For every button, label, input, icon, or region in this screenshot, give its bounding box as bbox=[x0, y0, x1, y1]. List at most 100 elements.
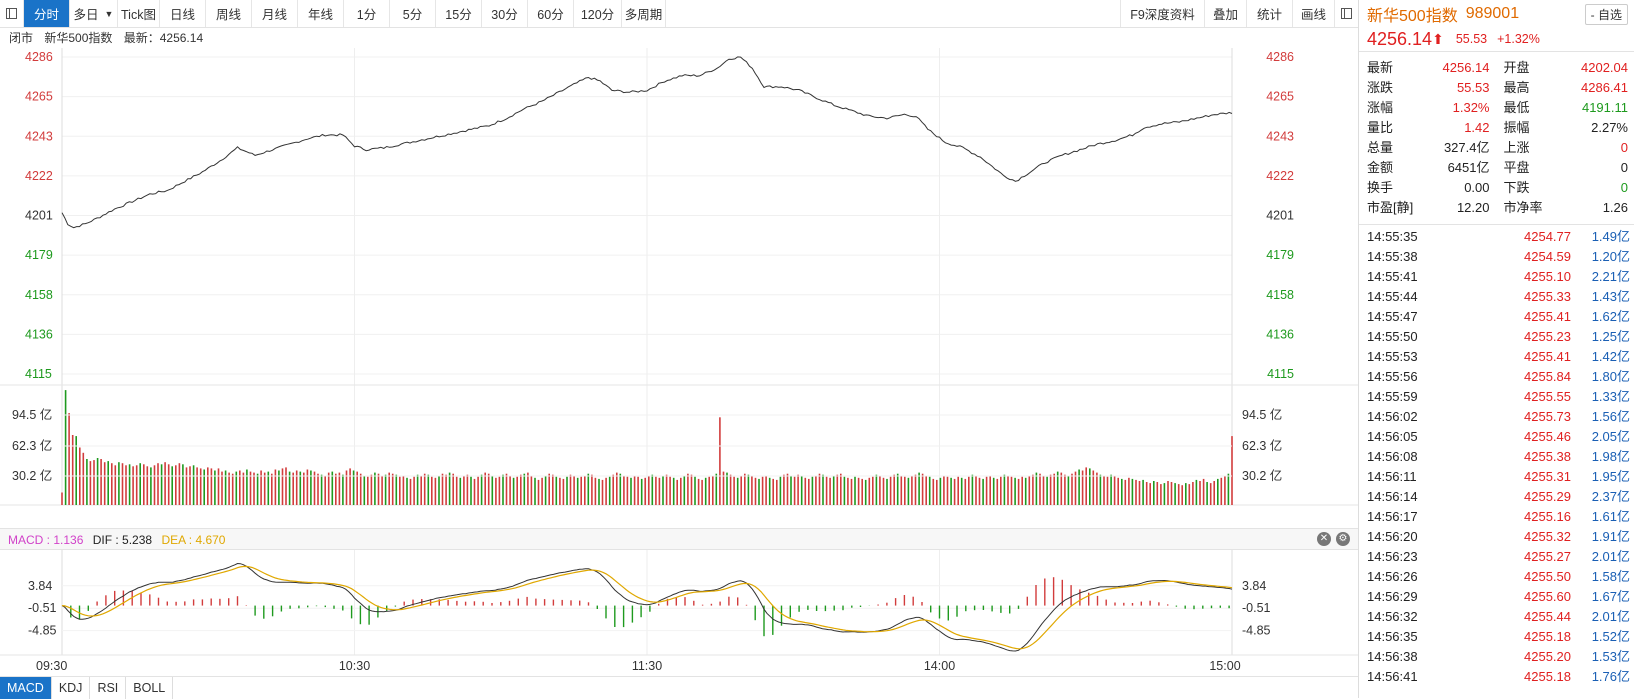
tab-kdj[interactable]: KDJ bbox=[52, 677, 91, 699]
list-item: 14:56:08 4255.38 1.98亿 bbox=[1367, 449, 1630, 464]
price-change-pct: +1.32% bbox=[1497, 32, 1540, 46]
price-change: 55.53 bbox=[1455, 32, 1488, 46]
tab-period-9[interactable]: 15分 bbox=[436, 0, 482, 27]
tab-period-0[interactable]: 分时 bbox=[24, 0, 70, 27]
time-axis-label: 15:00 bbox=[1209, 659, 1240, 673]
add-watchlist-button[interactable]: - 自选 bbox=[1584, 4, 1628, 25]
y-left-label: 4179 bbox=[25, 248, 53, 262]
list-item: 14:56:17 4255.16 1.61亿 bbox=[1367, 509, 1630, 524]
y-left-label: 4201 bbox=[25, 209, 53, 223]
macd-axis-label: 3.84 bbox=[28, 579, 52, 593]
time-axis-label: 11:30 bbox=[632, 659, 662, 673]
list-item: 14:56:11 4255.31 1.95亿 bbox=[1367, 469, 1630, 484]
list-item: 14:55:59 4255.55 1.33亿 bbox=[1367, 389, 1630, 404]
price-line bbox=[61, 56, 1233, 229]
intraday-chart[interactable]: 4286 4286 4265 4265 4243 4243 4222 4222 4201 4201… bbox=[0, 48, 1358, 528]
time-axis-label: 14:00 bbox=[924, 659, 955, 673]
list-item: 14:56:23 4255.27 2.01亿 bbox=[1367, 549, 1630, 564]
tab-period-1[interactable]: 多日 ▼ bbox=[70, 0, 118, 27]
index-name: 新华500指数 bbox=[44, 31, 113, 45]
tab-period-10[interactable]: 30分 bbox=[482, 0, 528, 27]
tab-period-13[interactable]: 多周期 bbox=[622, 0, 666, 27]
list-item: 14:55:38 4254.59 1.20亿 bbox=[1367, 249, 1630, 264]
list-item: 14:56:26 4255.50 1.58亿 bbox=[1367, 569, 1630, 584]
time-axis-label: 10:30 bbox=[339, 659, 370, 673]
macd-axis-label: -0.51 bbox=[1242, 601, 1271, 615]
list-item: 14:56:14 4255.29 2.37亿 bbox=[1367, 489, 1630, 504]
y-left-label: 4243 bbox=[25, 129, 53, 143]
y-left-label: 4115 bbox=[25, 367, 52, 381]
y-left-label: 4286 bbox=[25, 50, 53, 64]
quote-index-name: 新华500指数 bbox=[1367, 7, 1458, 25]
volume-axis-label: 30.2 亿 bbox=[12, 468, 52, 483]
volume-axis-label: 94.5 亿 bbox=[1242, 407, 1282, 422]
macd-legend: MACD : 1.136 DIF : 5.238 DEA : 4.670 ✕ ⚙ bbox=[0, 528, 1358, 550]
y-left-label: 4265 bbox=[25, 90, 53, 104]
tab-period-11[interactable]: 60分 bbox=[528, 0, 574, 27]
macd-value: MACD : 1.136 bbox=[8, 533, 84, 547]
tool-buttons: F9深度资料 叠加 统计 画线 bbox=[1120, 0, 1358, 27]
quote-panel: 新华500指数 989001 - 自选 4256.14 ⬆ 55.53 +1.3… bbox=[1358, 0, 1634, 698]
tab-rsi[interactable]: RSI bbox=[90, 677, 127, 699]
chart-info-bar: 闭市 新华500指数 最新：4256.14 bbox=[0, 28, 1358, 48]
settings-gear-icon[interactable]: ⚙ bbox=[1336, 532, 1350, 546]
period-toolbar: 分时 多日 ▼ Tick图 日线 周线 月线 年线 1分 5分 15分 30分 60分 120分 多周期 F… bbox=[0, 0, 1358, 28]
tab-period-12[interactable]: 120分 bbox=[574, 0, 622, 27]
list-item: 14:55:44 4255.33 1.43亿 bbox=[1367, 289, 1630, 304]
y-right-label: 4243 bbox=[1266, 129, 1294, 143]
current-price: 4256.14 bbox=[1367, 28, 1433, 49]
tab-macd[interactable]: MACD bbox=[0, 677, 52, 699]
tool-button-2[interactable]: 统计 bbox=[1246, 0, 1292, 27]
y-left-label: 4222 bbox=[25, 169, 53, 183]
macd-axis-label: -0.51 bbox=[28, 601, 57, 615]
right-panel-toggle-icon[interactable] bbox=[1334, 0, 1358, 27]
list-item: 14:55:41 4255.10 2.21亿 bbox=[1367, 269, 1630, 284]
dea-line bbox=[61, 565, 1233, 650]
y-right-label: 4158 bbox=[1266, 288, 1294, 302]
volume-axis-label: 62.3 亿 bbox=[1242, 438, 1282, 453]
tab-period-2[interactable]: Tick图 bbox=[118, 0, 160, 27]
indicator-tabs: MACD KDJ RSI BOLL bbox=[0, 676, 1358, 699]
tab-period-4[interactable]: 周线 bbox=[206, 0, 252, 27]
macd-axis-label: -4.85 bbox=[1242, 624, 1271, 638]
quote-header: 新华500指数 989001 - 自选 bbox=[1359, 0, 1634, 27]
close-indicator-icon[interactable]: ✕ bbox=[1317, 532, 1331, 546]
tool-button-0[interactable]: F9深度资料 bbox=[1120, 0, 1204, 27]
list-item: 14:56:35 4255.18 1.52亿 bbox=[1367, 629, 1630, 644]
dif-line bbox=[61, 562, 1233, 652]
tab-period-3[interactable]: 日线 bbox=[160, 0, 206, 27]
latest-price: 最新：4256.14 bbox=[123, 31, 204, 45]
list-item: 14:56:41 4255.18 1.76亿 bbox=[1367, 669, 1630, 684]
market-status: 闭市 bbox=[9, 31, 34, 45]
list-item: 14:56:29 4255.60 1.67亿 bbox=[1367, 589, 1630, 604]
list-item: 14:55:53 4255.41 1.42亿 bbox=[1367, 349, 1630, 364]
tab-boll[interactable]: BOLL bbox=[126, 677, 174, 699]
dea-value: DEA : 4.670 bbox=[161, 533, 226, 547]
dropdown-arrow-icon: ▼ bbox=[104, 8, 114, 19]
list-item: 14:56:32 4255.44 2.01亿 bbox=[1367, 609, 1630, 624]
time-axis-label: 09:30 bbox=[36, 659, 67, 673]
macd-chart[interactable]: 3.84 3.84 -0.51 -0.51 -4.85 -4.85 09:30 10:30 11… bbox=[0, 550, 1358, 676]
tab-period-7[interactable]: 1分 bbox=[344, 0, 390, 27]
y-right-label: 4201 bbox=[1266, 209, 1294, 223]
up-arrow-icon: ⬆ bbox=[1432, 30, 1444, 47]
left-panel-toggle-icon[interactable] bbox=[0, 0, 24, 27]
macd-axis-label: 3.84 bbox=[1242, 579, 1266, 593]
tool-button-1[interactable]: 叠加 bbox=[1204, 0, 1246, 27]
tab-period-6[interactable]: 年线 bbox=[298, 0, 344, 27]
y-right-label: 4115 bbox=[1267, 367, 1294, 381]
list-item: 14:55:50 4255.23 1.25亿 bbox=[1367, 329, 1630, 344]
volume-axis-label: 94.5 亿 bbox=[12, 407, 52, 422]
quote-price-row: 4256.14 ⬆ 55.53 +1.32% bbox=[1359, 27, 1634, 52]
tab-period-8[interactable]: 5分 bbox=[390, 0, 436, 27]
tab-period-5[interactable]: 月线 bbox=[252, 0, 298, 27]
list-item: 14:56:20 4255.32 1.91亿 bbox=[1367, 529, 1630, 544]
volume-axis-label: 62.3 亿 bbox=[12, 438, 52, 453]
macd-axis-label: -4.85 bbox=[28, 624, 57, 638]
quote-index-code: 989001 bbox=[1465, 4, 1520, 22]
list-item: 14:55:56 4255.84 1.80亿 bbox=[1367, 369, 1630, 384]
tool-button-3[interactable]: 画线 bbox=[1292, 0, 1334, 27]
list-item: 14:55:47 4255.41 1.62亿 bbox=[1367, 309, 1630, 324]
y-right-label: 4286 bbox=[1266, 50, 1294, 64]
dif-value: DIF : 5.238 bbox=[92, 533, 153, 547]
